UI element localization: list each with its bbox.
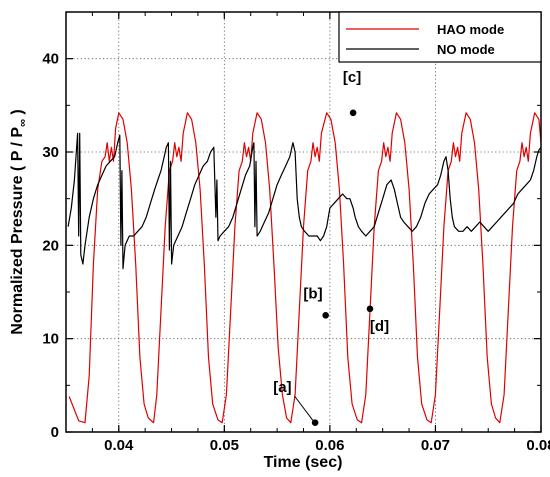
x-tick-label-4: 0.08 xyxy=(526,437,550,454)
x-tick-label-0: 0.04 xyxy=(104,437,134,454)
legend-box xyxy=(338,11,542,63)
legend: HAO mode NO mode xyxy=(338,11,542,63)
legend-label-no: NO mode xyxy=(437,42,495,57)
x-axis-title: Time (sec) xyxy=(264,454,343,471)
annotation-leader-a xyxy=(293,395,314,421)
grid-lines xyxy=(66,12,541,432)
annotation-point-b xyxy=(322,312,329,319)
annotation-point-c xyxy=(349,109,357,117)
y-axis-title-main: Normalized Pressure ( P / P xyxy=(9,127,26,335)
x-tick-label-1: 0.05 xyxy=(210,437,239,454)
y-tick-label-2: 20 xyxy=(42,237,59,254)
y-tick-label-0: 0 xyxy=(51,424,59,441)
annotations: [a] [b] [c] [d] xyxy=(273,69,389,426)
series-layer xyxy=(67,112,541,424)
y-axis-title: Normalized Pressure ( P / P∞ ) xyxy=(9,109,29,334)
annotation-label-b: [b] xyxy=(303,286,322,303)
annotation-label-c: [c] xyxy=(343,69,361,86)
y-tick-label-1: 10 xyxy=(42,331,59,348)
series-line-hao-mode xyxy=(68,112,541,424)
tick-labels: 0.04 0.05 0.06 0.07 0.08 0 10 20 30 40 xyxy=(42,51,550,454)
y-tick-label-3: 30 xyxy=(42,144,59,161)
x-tick-label-2: 0.06 xyxy=(315,437,344,454)
annotation-label-d: [d] xyxy=(370,318,389,335)
annotation-label-a: [a] xyxy=(273,379,291,396)
annotation-point-d xyxy=(366,305,374,313)
y-tick-label-4: 40 xyxy=(42,51,59,68)
legend-label-hao: HAO mode xyxy=(437,22,504,37)
x-tick-label-3: 0.07 xyxy=(421,437,450,454)
y-axis-title-subscript: ∞ xyxy=(17,119,29,127)
annotation-point-a xyxy=(311,419,319,426)
series-line-no-mode xyxy=(67,132,541,270)
y-axis-title-close: ) xyxy=(9,109,26,119)
